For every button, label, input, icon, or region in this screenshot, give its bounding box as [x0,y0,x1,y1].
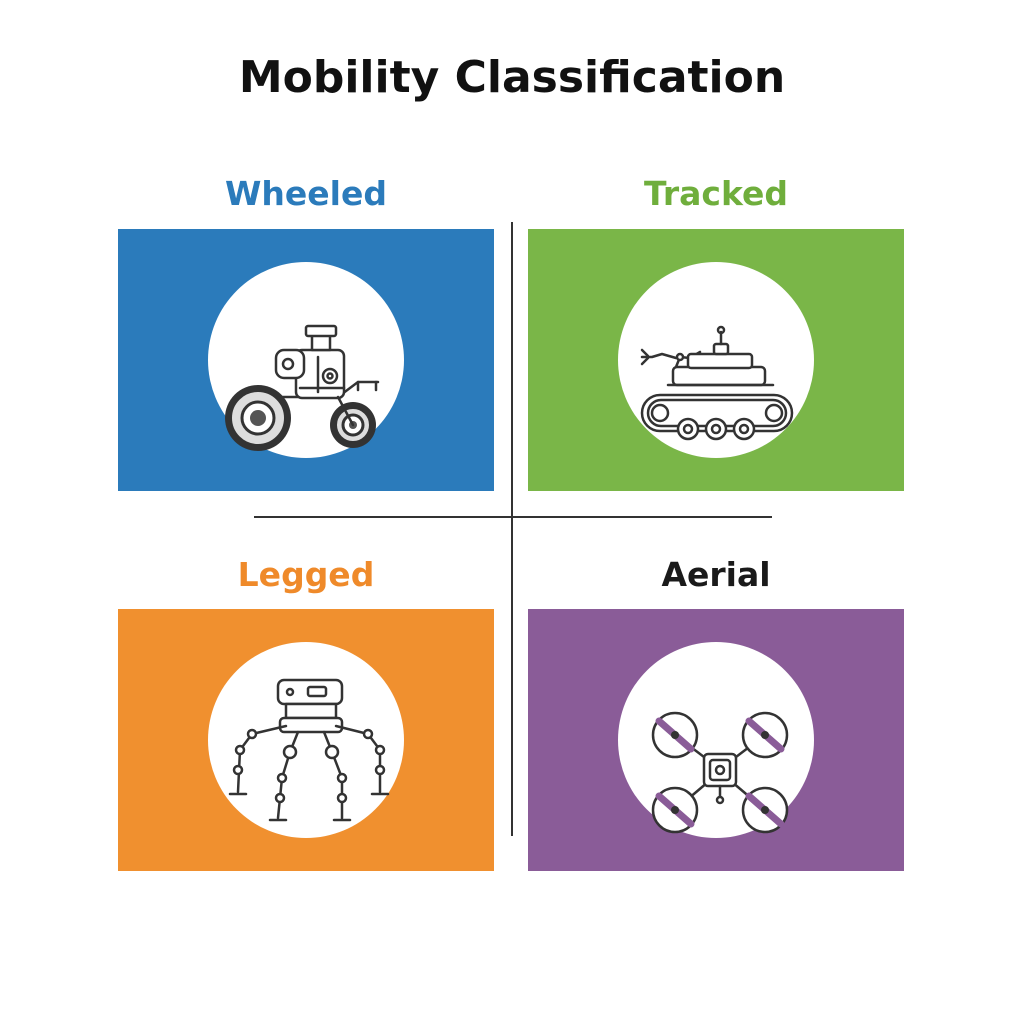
vertical-divider [511,222,513,836]
wheeled-robot-icon [225,324,380,451]
tracked-robot-icon [640,325,794,441]
horizontal-divider [254,516,772,518]
aerial-label: Aerial [661,555,771,594]
tracked-icon-circle [618,262,814,458]
wheeled-label: Wheeled [225,174,387,213]
diagram-title: Mobility Classification [238,52,786,103]
aerial-icon-circle [618,642,814,838]
legged-icon-circle [208,642,404,838]
wheeled-icon-circle [208,262,404,458]
wheeled-panel [118,229,494,491]
legged-label: Legged [237,555,375,594]
drone-icon [651,711,789,834]
legged-robot-icon [228,678,390,822]
aerial-panel [528,609,904,871]
tracked-label: Tracked [643,174,789,213]
legged-panel [118,609,494,871]
tracked-panel [528,229,904,491]
